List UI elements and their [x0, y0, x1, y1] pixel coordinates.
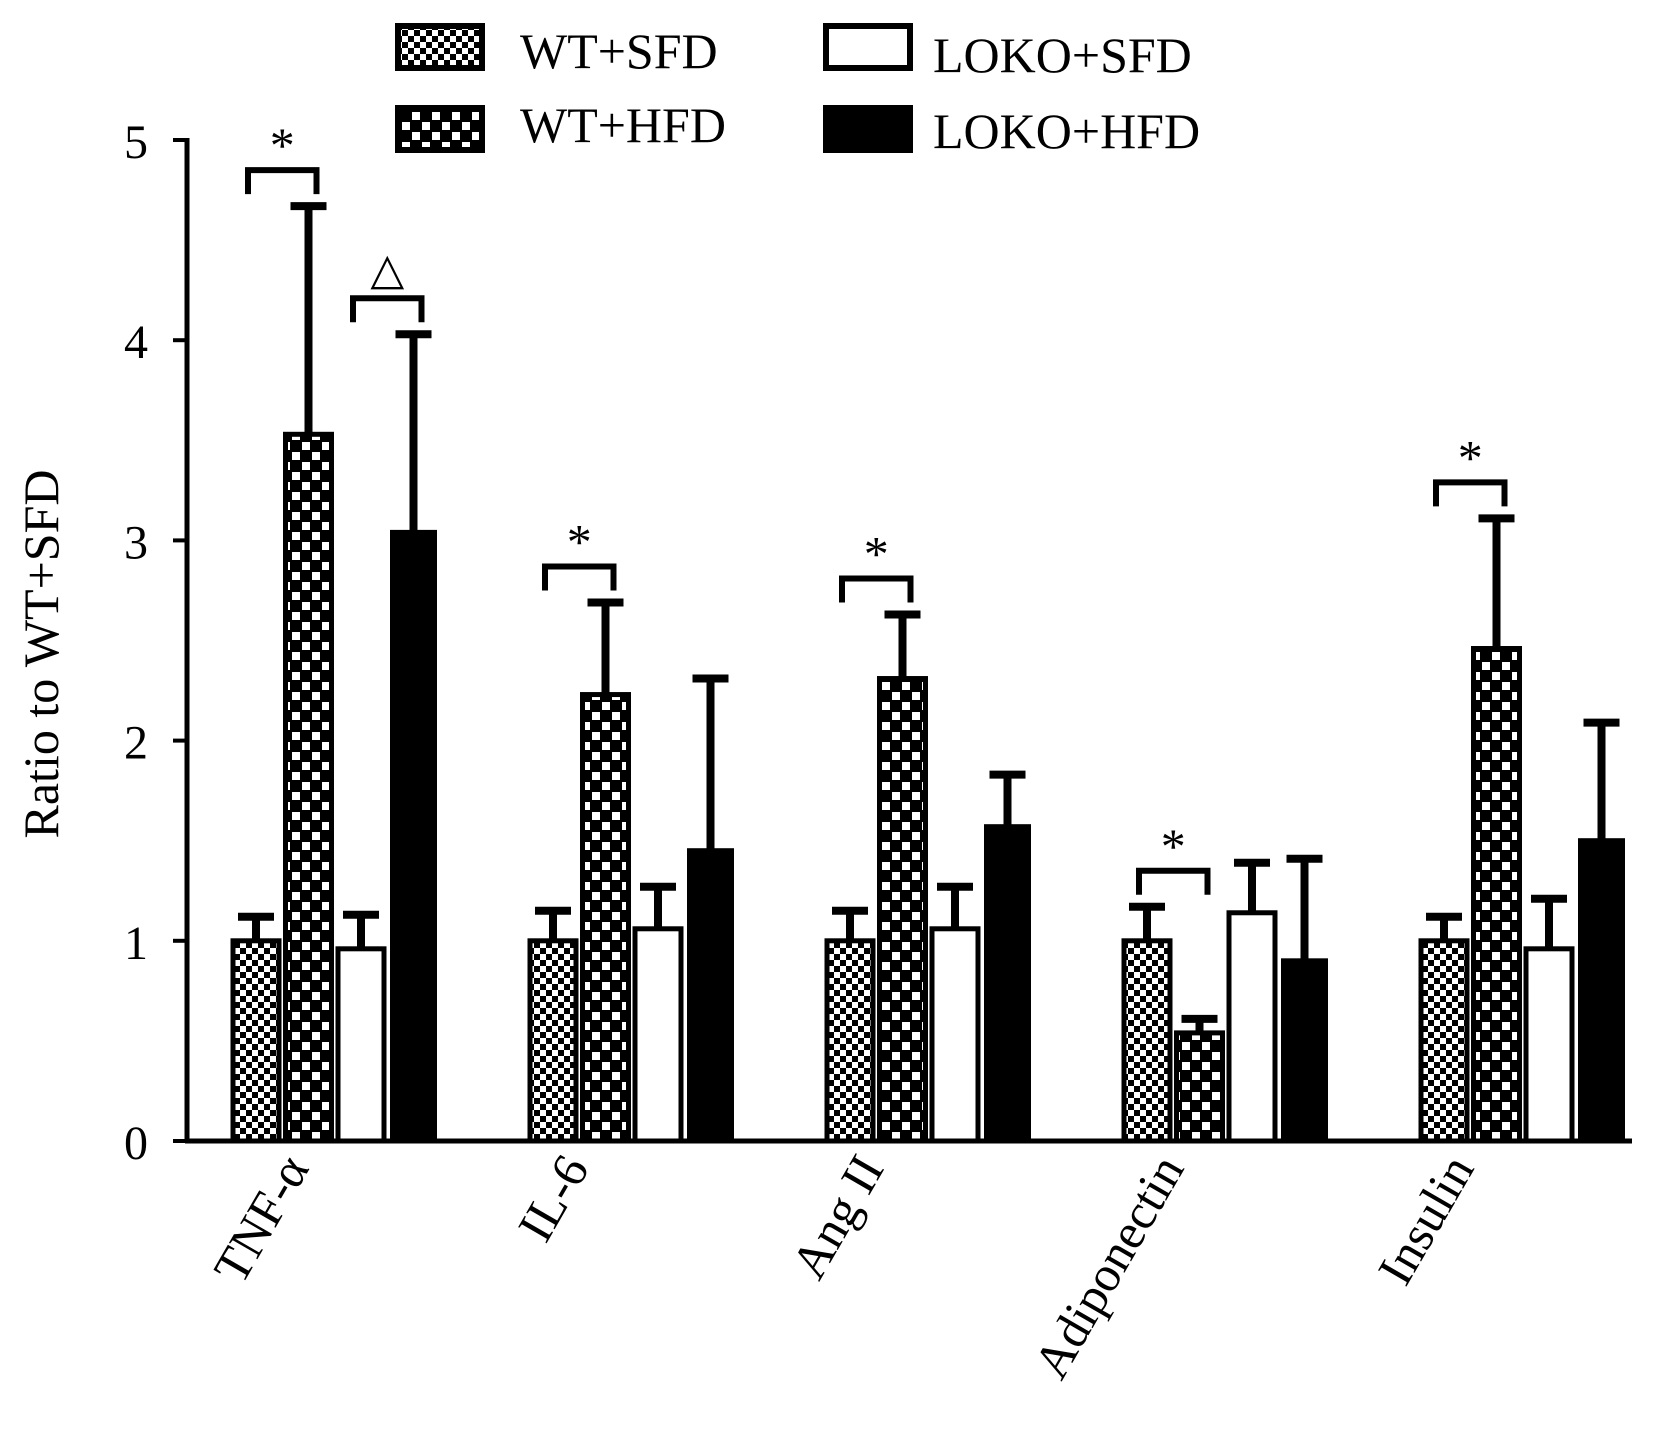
- bar-wt-hfd-adiponectin: [1174, 1030, 1225, 1144]
- bars: [230, 202, 1625, 1144]
- bar-wt-sfd-adiponectin: [1121, 938, 1173, 1144]
- significance-mark-ang-ii-3: *: [864, 525, 889, 581]
- bar-loko-hfd-tnf: [390, 529, 437, 1142]
- legend-label-loko-hfd: LOKO+HFD: [933, 103, 1200, 159]
- x-tick-label-tnf: TNF-α: [202, 1146, 319, 1293]
- y-tick-label-3: 3: [124, 516, 148, 569]
- significance-mark-tnf-0: *: [270, 117, 295, 173]
- legend-swatch-loko-hfd: [823, 105, 913, 153]
- bar-loko-sfd-adiponectin: [1226, 910, 1278, 1144]
- significance-bracket-ang-ii-3: [839, 575, 914, 603]
- bar-loko-sfd-insulin: [1523, 946, 1575, 1144]
- bar-wt-sfd-tnf: [230, 938, 282, 1144]
- significance-mark-adiponectin-4: *: [1161, 818, 1186, 874]
- bar-loko-sfd-il-6: [632, 926, 684, 1144]
- legend: WT+SFD WT+HFD LOKO+SFD LOKO+HFD: [395, 23, 1200, 159]
- significance-bracket-adiponectin-4: [1136, 867, 1211, 895]
- legend-swatch-loko-sfd: [823, 23, 913, 71]
- x-tick-label-adiponectin: Adiponectin: [1022, 1146, 1194, 1388]
- y-axis-label: Ratio to WT+SFD: [13, 470, 69, 839]
- legend-label-wt-sfd: WT+SFD: [520, 23, 718, 79]
- y-axis: 0 1 2 3 4 5: [124, 116, 190, 1170]
- legend-swatch-wt-sfd: [395, 23, 485, 71]
- bar-loko-hfd-il-6: [687, 848, 734, 1142]
- legend-label-loko-sfd: LOKO+SFD: [933, 27, 1192, 83]
- y-tick-label-0: 0: [124, 1117, 148, 1170]
- legend-label-wt-hfd: WT+HFD: [520, 97, 726, 153]
- bar-loko-hfd-ang-ii: [984, 824, 1031, 1142]
- y-tick-label-4: 4: [124, 316, 148, 369]
- x-tick-label-insulin: Insulin: [1367, 1146, 1485, 1294]
- bar-loko-sfd-tnf: [335, 946, 387, 1144]
- bar-wt-hfd-tnf: [283, 431, 334, 1144]
- significance-mark-il-6-2: *: [567, 513, 592, 569]
- significance-bracket-tnf-0: [245, 167, 320, 195]
- y-tick-label-2: 2: [124, 717, 148, 770]
- bar-wt-sfd-insulin: [1418, 938, 1470, 1144]
- bar-loko-hfd-insulin: [1578, 838, 1625, 1142]
- significance-bracket-tnf-1: [350, 295, 425, 323]
- bar-wt-hfd-insulin: [1471, 646, 1522, 1144]
- bar-wt-sfd-il-6: [527, 938, 579, 1144]
- x-tick-label-il-6: IL-6: [507, 1146, 600, 1251]
- legend-swatch-wt-hfd: [395, 105, 485, 153]
- significance-bracket-il-6-2: [542, 563, 617, 591]
- significance-bracket-insulin-5: [1433, 479, 1508, 507]
- bar-loko-sfd-ang-ii: [929, 926, 981, 1144]
- x-axis: TNF-α IL-6 Ang II Adiponectin Insulin: [185, 1138, 1632, 1388]
- y-tick-label-1: 1: [124, 917, 148, 970]
- bar-wt-hfd-il-6: [580, 692, 631, 1144]
- bar-loko-hfd-adiponectin: [1281, 958, 1328, 1142]
- y-tick-label-5: 5: [124, 116, 148, 169]
- significance-mark-insulin-5: *: [1458, 429, 1483, 485]
- bar-wt-sfd-ang-ii: [824, 938, 876, 1144]
- significance-mark-tnf-1: △: [370, 245, 404, 294]
- bar-wt-hfd-ang-ii: [877, 676, 928, 1144]
- x-tick-label-ang-ii: Ang II: [780, 1146, 894, 1288]
- significance-annotations: * △ * * * *: [245, 117, 1508, 895]
